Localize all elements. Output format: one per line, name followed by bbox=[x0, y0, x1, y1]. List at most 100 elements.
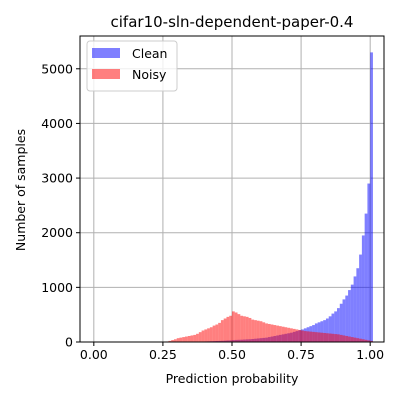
bar-noisy bbox=[370, 340, 373, 342]
bar-noisy bbox=[295, 329, 299, 342]
bar-noisy bbox=[292, 328, 296, 342]
bar-noisy bbox=[232, 311, 235, 342]
bar-clean bbox=[353, 276, 357, 342]
bar-noisy bbox=[345, 335, 349, 342]
legend-swatch-clean bbox=[92, 48, 120, 58]
bar-clean bbox=[342, 299, 346, 342]
bar-noisy bbox=[367, 340, 371, 342]
bar-noisy bbox=[262, 322, 266, 342]
bar-noisy bbox=[201, 330, 205, 342]
bar-clean bbox=[356, 268, 360, 342]
x-tick-label: 0.75 bbox=[287, 347, 315, 362]
bar-noisy bbox=[190, 335, 194, 342]
bar-noisy bbox=[320, 332, 324, 342]
bar-clean bbox=[325, 318, 329, 342]
bar-noisy bbox=[226, 316, 230, 342]
series-clean bbox=[176, 52, 373, 343]
bar-clean bbox=[317, 322, 321, 342]
bar-clean bbox=[323, 320, 326, 342]
y-axis-label: Number of samples bbox=[13, 129, 28, 251]
bar-noisy bbox=[306, 331, 310, 342]
bar-clean bbox=[350, 284, 354, 342]
bar-clean bbox=[348, 290, 351, 342]
bar-clean bbox=[367, 183, 371, 342]
bar-noisy bbox=[185, 336, 188, 342]
bar-noisy bbox=[309, 331, 313, 342]
x-tick-label: 0.00 bbox=[80, 347, 108, 362]
bar-noisy bbox=[223, 318, 227, 342]
bar-noisy bbox=[207, 328, 210, 342]
axis-ticks: 0.00 0.25 0.50 0.75 1.00 0 1000 2000 3000 4000 500… bbox=[41, 61, 384, 362]
bar-noisy bbox=[364, 339, 368, 342]
bar-noisy bbox=[240, 315, 244, 342]
bar-noisy bbox=[229, 315, 232, 342]
bar-noisy bbox=[196, 333, 199, 342]
bar-noisy bbox=[276, 325, 279, 342]
bar-noisy bbox=[356, 338, 360, 342]
bar-noisy bbox=[361, 339, 365, 342]
bar-noisy bbox=[339, 334, 343, 342]
bar-noisy bbox=[287, 327, 291, 342]
bar-noisy bbox=[303, 331, 307, 342]
bars bbox=[162, 52, 373, 343]
legend-label-noisy: Noisy bbox=[132, 67, 167, 82]
bar-noisy bbox=[204, 329, 208, 342]
bar-noisy bbox=[298, 329, 302, 342]
bar-noisy bbox=[168, 340, 172, 342]
bar-noisy bbox=[254, 320, 257, 342]
bar-noisy bbox=[251, 319, 255, 342]
legend: Clean Noisy bbox=[86, 40, 178, 92]
bar-noisy bbox=[312, 331, 315, 342]
bar-noisy bbox=[284, 327, 288, 342]
bar-noisy bbox=[270, 324, 274, 342]
bar-clean bbox=[359, 254, 362, 342]
bar-noisy bbox=[171, 340, 174, 342]
bar-noisy bbox=[267, 323, 271, 342]
bar-noisy bbox=[248, 317, 252, 342]
y-tick-label: 0 bbox=[65, 335, 73, 350]
y-tick-label: 5000 bbox=[41, 61, 73, 76]
bar-clean bbox=[334, 311, 338, 342]
bar-noisy bbox=[273, 325, 277, 342]
bar-noisy bbox=[187, 335, 191, 342]
bar-clean bbox=[331, 313, 335, 342]
y-tick-label: 3000 bbox=[41, 171, 73, 186]
bar-noisy bbox=[218, 322, 221, 342]
bar-noisy bbox=[179, 337, 183, 342]
bar-clean bbox=[328, 316, 332, 342]
legend-label-clean: Clean bbox=[132, 46, 167, 61]
bar-noisy bbox=[215, 324, 219, 342]
bar-noisy bbox=[334, 334, 338, 342]
bar-noisy bbox=[237, 314, 241, 342]
bar-noisy bbox=[342, 335, 346, 342]
bar-noisy bbox=[301, 330, 304, 342]
bar-noisy bbox=[256, 320, 260, 342]
legend-swatch-noisy bbox=[92, 69, 120, 79]
bar-noisy bbox=[234, 312, 238, 342]
bar-noisy bbox=[243, 316, 246, 342]
bar-noisy bbox=[198, 332, 202, 342]
bar-clean bbox=[345, 295, 349, 342]
bar-clean bbox=[320, 321, 324, 342]
x-tick-label: 0.50 bbox=[218, 347, 246, 362]
bar-noisy bbox=[173, 339, 177, 342]
x-tick-label: 0.25 bbox=[149, 347, 177, 362]
bar-clean bbox=[339, 303, 343, 342]
y-tick-label: 1000 bbox=[41, 280, 73, 295]
bar-noisy bbox=[359, 338, 362, 342]
bar-noisy bbox=[323, 332, 326, 342]
bar-clean bbox=[364, 213, 368, 342]
bar-noisy bbox=[317, 332, 321, 342]
bar-noisy bbox=[353, 337, 357, 342]
chart-title: cifar10-sln-dependent-paper-0.4 bbox=[111, 13, 354, 31]
series-noisy bbox=[162, 311, 373, 342]
bar-clean bbox=[370, 52, 373, 343]
x-axis-label: Prediction probability bbox=[166, 371, 299, 386]
bar-noisy bbox=[281, 326, 285, 342]
bar-noisy bbox=[328, 333, 332, 342]
bar-noisy bbox=[209, 327, 213, 342]
bar-noisy bbox=[325, 333, 329, 342]
bar-noisy bbox=[278, 326, 282, 342]
bar-noisy bbox=[212, 325, 216, 342]
